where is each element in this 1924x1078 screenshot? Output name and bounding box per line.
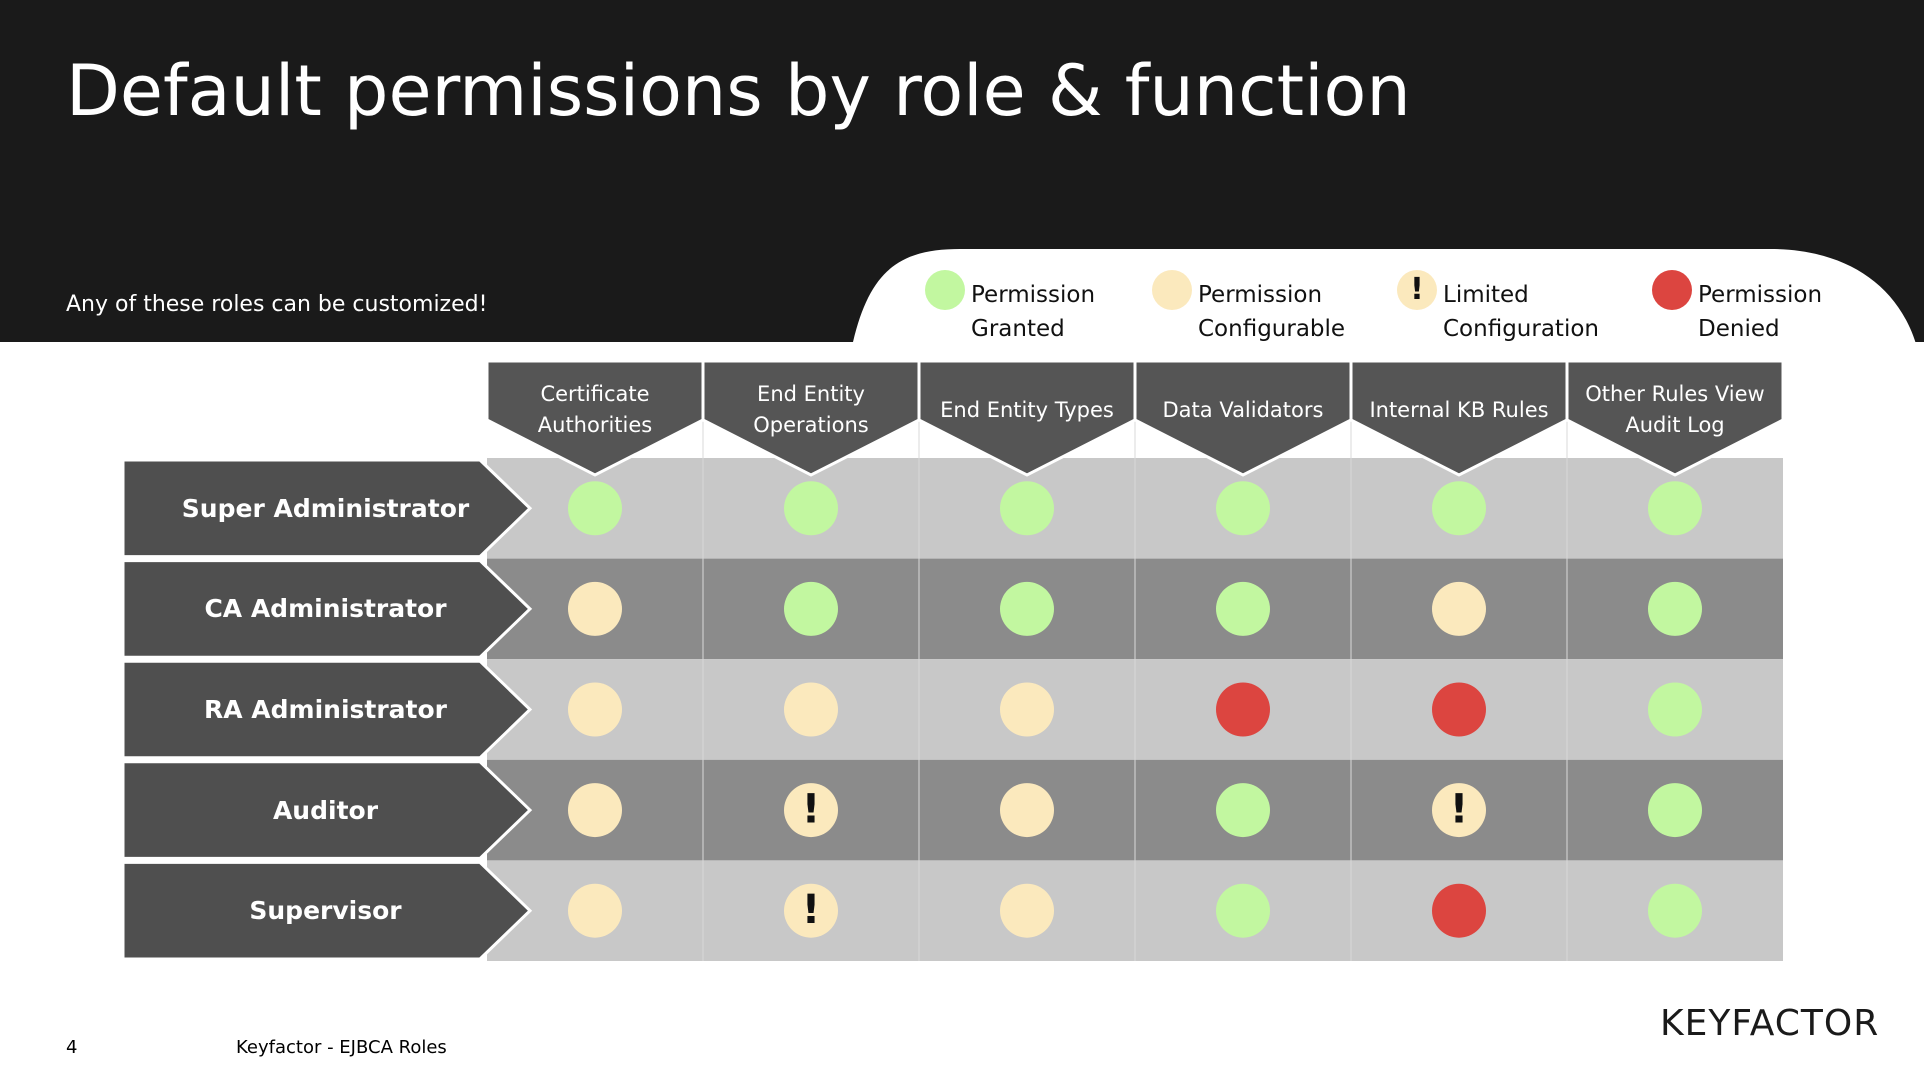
status-dot (784, 783, 838, 838)
role-tab (121, 760, 533, 860)
legend-label: Permission Denied (1698, 282, 1823, 342)
legend-label: Permission Granted (971, 282, 1096, 342)
doc-name: Keyfactor - EJBCA Roles (236, 1037, 447, 1058)
status-icon: ! (1450, 784, 1468, 832)
status-dot (1000, 883, 1054, 938)
column-header-label: End Entity Types (940, 397, 1114, 422)
status-dot (1216, 481, 1270, 536)
legend-label: Permission Configurable (1198, 282, 1346, 342)
status-dot (1216, 581, 1270, 636)
column-header (1565, 359, 1785, 477)
status-dot (1397, 270, 1437, 310)
subtitle: Any of these roles can be customized! (66, 292, 488, 317)
column-header (485, 359, 705, 477)
status-dot (1216, 783, 1270, 838)
status-dot (1216, 682, 1270, 737)
status-dot (1000, 581, 1054, 636)
status-icon: ! (1410, 272, 1424, 307)
status-dot (1648, 783, 1702, 838)
column-header-label: Other Rules View Audit Log (1585, 382, 1765, 437)
status-dot (784, 682, 838, 737)
column-header (917, 359, 1137, 477)
role-tab (121, 458, 533, 559)
status-dot (1432, 682, 1486, 737)
status-dot (784, 581, 838, 636)
status-dot (1648, 581, 1702, 636)
page-number: 4 (66, 1037, 78, 1058)
status-dot (1652, 270, 1692, 310)
column-header-label: Data Validators (1162, 397, 1324, 422)
status-dot (1432, 883, 1486, 938)
role-label: RA Administrator (203, 694, 448, 724)
status-dot (1648, 481, 1702, 536)
status-dot (1648, 682, 1702, 737)
status-dot (568, 783, 622, 838)
status-dot (568, 682, 622, 737)
role-label: CA Administrator (204, 594, 447, 624)
column-header-label: Internal KB Rules (1369, 397, 1549, 422)
status-dot (784, 481, 838, 536)
status-dot (925, 270, 965, 310)
status-dot (568, 883, 622, 938)
logo: KEYFACTOR (1660, 1003, 1880, 1044)
status-dot (568, 581, 622, 636)
status-dot (1432, 481, 1486, 536)
role-label: Supervisor (249, 896, 402, 926)
role-tab (121, 659, 533, 760)
title: Default permissions by role & function (66, 50, 1411, 132)
status-dot (1216, 883, 1270, 938)
role-tab (121, 559, 533, 659)
status-dot (1000, 783, 1054, 838)
status-dot (1648, 883, 1702, 938)
status-dot (1432, 783, 1486, 838)
status-dot (1432, 581, 1486, 636)
column-header-label: Certificate Authorities (537, 382, 653, 437)
column-header (1133, 359, 1353, 477)
role-label: Auditor (272, 795, 379, 825)
status-dot (1152, 270, 1192, 310)
status-dot (1000, 682, 1054, 737)
status-icon: ! (802, 885, 820, 933)
legend-label: Limited Configuration (1443, 282, 1599, 342)
column-header (1349, 359, 1569, 477)
status-icon: ! (802, 784, 820, 832)
status-dot (784, 883, 838, 938)
role-label: Super Administrator (181, 493, 470, 523)
status-dot (1000, 481, 1054, 536)
role-tab (121, 860, 533, 961)
column-header-label: End Entity Operations (753, 382, 869, 437)
column-header (701, 359, 921, 477)
status-dot (568, 481, 622, 536)
